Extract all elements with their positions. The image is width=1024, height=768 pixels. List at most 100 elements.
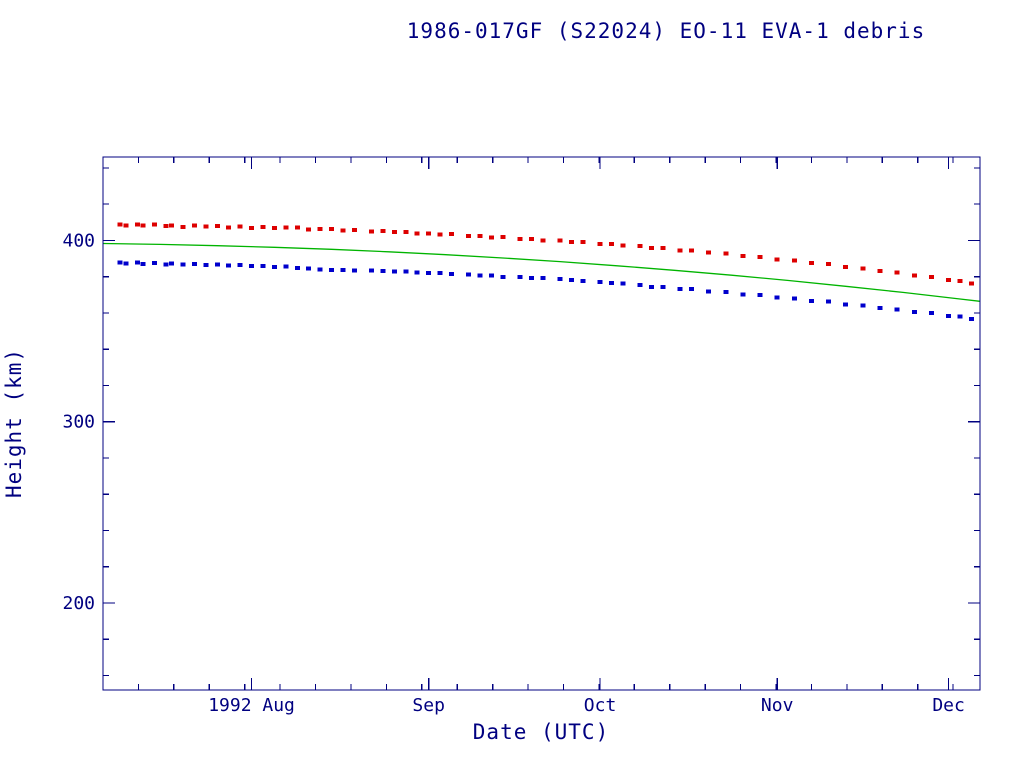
apogee-height-point: [649, 246, 654, 250]
apogee-height-point: [403, 230, 409, 235]
perigee-height-point: [237, 262, 243, 267]
apogee-height-point: [723, 251, 729, 256]
perigee-height-point: [414, 270, 420, 275]
perigee-height-point: [260, 263, 266, 268]
apogee-height-point: [191, 223, 197, 228]
perigee-height-point: [466, 272, 472, 277]
apogee-height-point: [791, 258, 797, 263]
perigee-height-point: [169, 261, 175, 266]
axis-frame: [102, 156, 981, 691]
apogee-height-point: [580, 240, 586, 245]
apogee-height-point: [226, 225, 232, 230]
apogee-height-point: [489, 235, 494, 240]
apogee-height-point: [123, 223, 129, 228]
perigee-height-point: [191, 262, 197, 266]
perigee-height-point: [500, 274, 506, 279]
perigee-height-point: [134, 260, 140, 265]
apogee-height-point: [894, 270, 900, 275]
plot-area: 200 300 400 1992 Aug Sep Oct Nov Dec: [62, 156, 981, 716]
perigee-height-point: [809, 298, 814, 303]
x-tick-label: 1992 Aug: [208, 695, 295, 716]
perigee-height-point: [294, 266, 300, 270]
apogee-height-point: [928, 274, 934, 279]
perigee-height-point: [140, 261, 146, 266]
apogee-height-point: [214, 223, 220, 228]
x-tick-label: Sep: [412, 695, 445, 716]
apogee-height-point: [569, 240, 574, 244]
apogee-height-point: [677, 248, 683, 253]
x-axis-label: Date (UTC): [473, 720, 609, 744]
apogee-height-point: [597, 242, 603, 247]
perigee-height-point: [180, 262, 186, 267]
apogee-height-point: [757, 254, 763, 259]
apogee-height-point: [500, 235, 506, 239]
apogee-height-point: [134, 222, 140, 227]
perigee-height-point: [203, 263, 209, 268]
perigee-height-point: [306, 266, 312, 271]
perigee-height-point: [928, 311, 934, 316]
perigee-height-point: [426, 271, 432, 276]
perigee-height-point: [489, 273, 494, 278]
perigee-height-point: [791, 296, 797, 301]
apogee-height-point: [249, 225, 254, 230]
perigee-height-point: [569, 277, 574, 282]
perigee-height-point: [637, 283, 643, 288]
apogee-height-point: [237, 224, 243, 229]
apogee-height-point: [637, 244, 643, 249]
perigee-height-point: [351, 268, 357, 273]
apogee-height-point: [540, 238, 546, 243]
perigee-height-point: [826, 299, 832, 304]
apogee-height-point: [529, 236, 534, 241]
perigee-height-point: [580, 279, 586, 283]
x-tick-label: Oct: [584, 695, 617, 716]
perigee-height-point: [226, 263, 232, 268]
apogee-height-point: [609, 242, 614, 247]
y-tick-label: 200: [62, 593, 95, 614]
perigee-height-point: [660, 285, 666, 289]
perigee-height-point: [774, 295, 780, 300]
apogee-height-point: [163, 224, 169, 229]
perigee-height-point: [597, 279, 603, 284]
perigee-height-point: [123, 261, 129, 266]
perigee-height-point: [437, 271, 443, 275]
apogee-height-point: [329, 227, 334, 231]
apogee-height-point: [968, 281, 974, 286]
perigee-height-point: [609, 281, 614, 286]
perigee-height-point: [151, 261, 157, 266]
apogee-height-point: [317, 227, 323, 231]
apogee-height-point: [957, 279, 963, 283]
perigee-height-point: [529, 275, 534, 280]
x-tick-label: Dec: [932, 695, 965, 716]
y-tick-label: 300: [62, 412, 95, 433]
perigee-height-point: [271, 265, 277, 269]
apogee-height-point: [169, 223, 175, 228]
perigee-height-point: [740, 292, 746, 297]
apogee-height-point: [260, 224, 266, 229]
apogee-height-point: [294, 225, 300, 230]
apogee-height-point: [809, 261, 814, 266]
apogee-height-point: [466, 234, 472, 238]
apogee-height-point: [369, 229, 374, 234]
perigee-height-point: [911, 310, 917, 314]
apogee-height-point: [271, 226, 277, 231]
x-tick-label: Nov: [761, 695, 794, 716]
apogee-height-point: [826, 262, 832, 267]
y-axis-label: Height (km): [2, 348, 26, 498]
perigee-height-point: [449, 272, 454, 277]
perigee-height-point: [723, 290, 729, 295]
perigee-height-point: [214, 262, 220, 267]
apogee-height-point: [426, 231, 432, 236]
apogee-height-point: [391, 230, 397, 235]
apogee-height-point: [946, 278, 952, 283]
perigee-height-point: [877, 306, 883, 311]
apogee-height-point: [380, 229, 386, 234]
perigee-height-point: [517, 274, 523, 279]
perigee-height-point: [946, 314, 952, 319]
perigee-height-point: [540, 276, 546, 281]
mean-height-line: [102, 242, 981, 302]
perigee-height-point: [968, 316, 974, 321]
perigee-height-point: [706, 289, 712, 294]
perigee-height-point: [380, 268, 386, 273]
apogee-height-point: [706, 250, 712, 255]
